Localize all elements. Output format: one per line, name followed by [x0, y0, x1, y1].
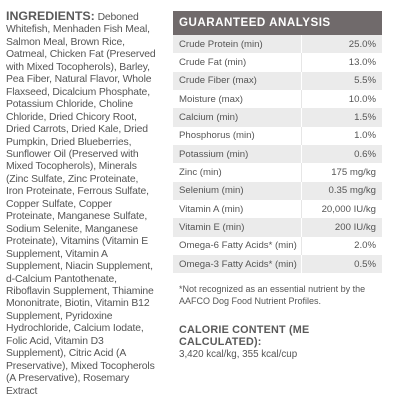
- nutrient-value: 2.0%: [301, 236, 382, 256]
- nutrient-label: Zinc (min): [173, 163, 302, 182]
- nutrient-label: Crude Protein (min): [173, 35, 302, 54]
- nutrient-value: 0.6%: [301, 145, 382, 164]
- calorie-content-heading: CALORIE CONTENT (ME CALCULATED):: [179, 324, 310, 349]
- nutrient-value: 0.5%: [301, 255, 382, 274]
- table-row: Crude Fat (min) 13.0%: [173, 53, 382, 72]
- table-row: Calcium (min) 1.5%: [173, 108, 382, 127]
- nutrient-value: 1.0%: [301, 126, 382, 146]
- table-row: Omega-6 Fatty Acids* (min) 2.0%: [173, 236, 382, 256]
- nutrient-label: Calcium (min): [173, 108, 302, 127]
- nutrient-value: 5.5%: [301, 71, 382, 91]
- nutrient-label: Crude Fiber (max): [173, 71, 302, 91]
- table-row: Crude Fiber (max) 5.5%: [173, 71, 382, 91]
- nutrient-label: Vitamin E (min): [173, 218, 302, 237]
- nutrient-value: 20,000 IU/kg: [301, 200, 382, 219]
- calorie-content-value: 3,420 kcal/kg, 355 kcal/cup: [179, 349, 298, 361]
- nutrient-label: Crude Fat (min): [173, 53, 302, 72]
- aafco-footnote: *Not recognized as an essential nutrient…: [179, 284, 366, 306]
- table-row: Moisture (max) 10.0%: [173, 90, 382, 109]
- table-row: Zinc (min) 175 mg/kg: [173, 163, 382, 182]
- guaranteed-analysis-title: GUARANTEED ANALYSIS: [173, 11, 382, 35]
- table-row: Phosphorus (min) 1.0%: [173, 126, 382, 146]
- nutrient-label: Selenium (min): [173, 181, 302, 201]
- nutrient-label: Potassium (min): [173, 145, 302, 164]
- nutrient-value: 0.35 mg/kg: [301, 181, 382, 201]
- nutrient-label: Omega-3 Fatty Acids* (min): [173, 255, 302, 274]
- nutrient-label: Omega-6 Fatty Acids* (min): [173, 236, 302, 256]
- nutrient-value: 175 mg/kg: [301, 163, 382, 182]
- nutrient-value: 25.0%: [301, 35, 382, 54]
- ingredients-heading: INGREDIENTS:: [6, 9, 95, 23]
- table-row: Crude Protein (min) 25.0%: [173, 35, 382, 54]
- table-row: Vitamin A (min) 20,000 IU/kg: [173, 200, 382, 219]
- nutrient-label: Moisture (max): [173, 90, 302, 109]
- nutrient-value: 10.0%: [301, 90, 382, 109]
- guaranteed-analysis-table: Crude Protein (min) 25.0% Crude Fat (min)…: [173, 35, 382, 274]
- ingredients-panel: INGREDIENTS: Deboned Whitefish, Menhaden…: [6, 10, 158, 398]
- nutrient-label: Phosphorus (min): [173, 126, 302, 146]
- nutrient-label: Vitamin A (min): [173, 200, 302, 219]
- nutrient-value: 13.0%: [301, 53, 382, 72]
- ingredients-text: Deboned Whitefish, Menhaden Fish Meal, S…: [6, 12, 156, 397]
- table-row: Selenium (min) 0.35 mg/kg: [173, 181, 382, 201]
- nutrient-value: 1.5%: [301, 108, 382, 127]
- table-row: Omega-3 Fatty Acids* (min) 0.5%: [173, 255, 382, 274]
- nutrient-value: 200 IU/kg: [301, 218, 382, 237]
- guaranteed-analysis-panel: GUARANTEED ANALYSIS Crude Protein (min) 2…: [173, 11, 382, 360]
- table-row: Vitamin E (min) 200 IU/kg: [173, 218, 382, 237]
- table-row: Potassium (min) 0.6%: [173, 145, 382, 164]
